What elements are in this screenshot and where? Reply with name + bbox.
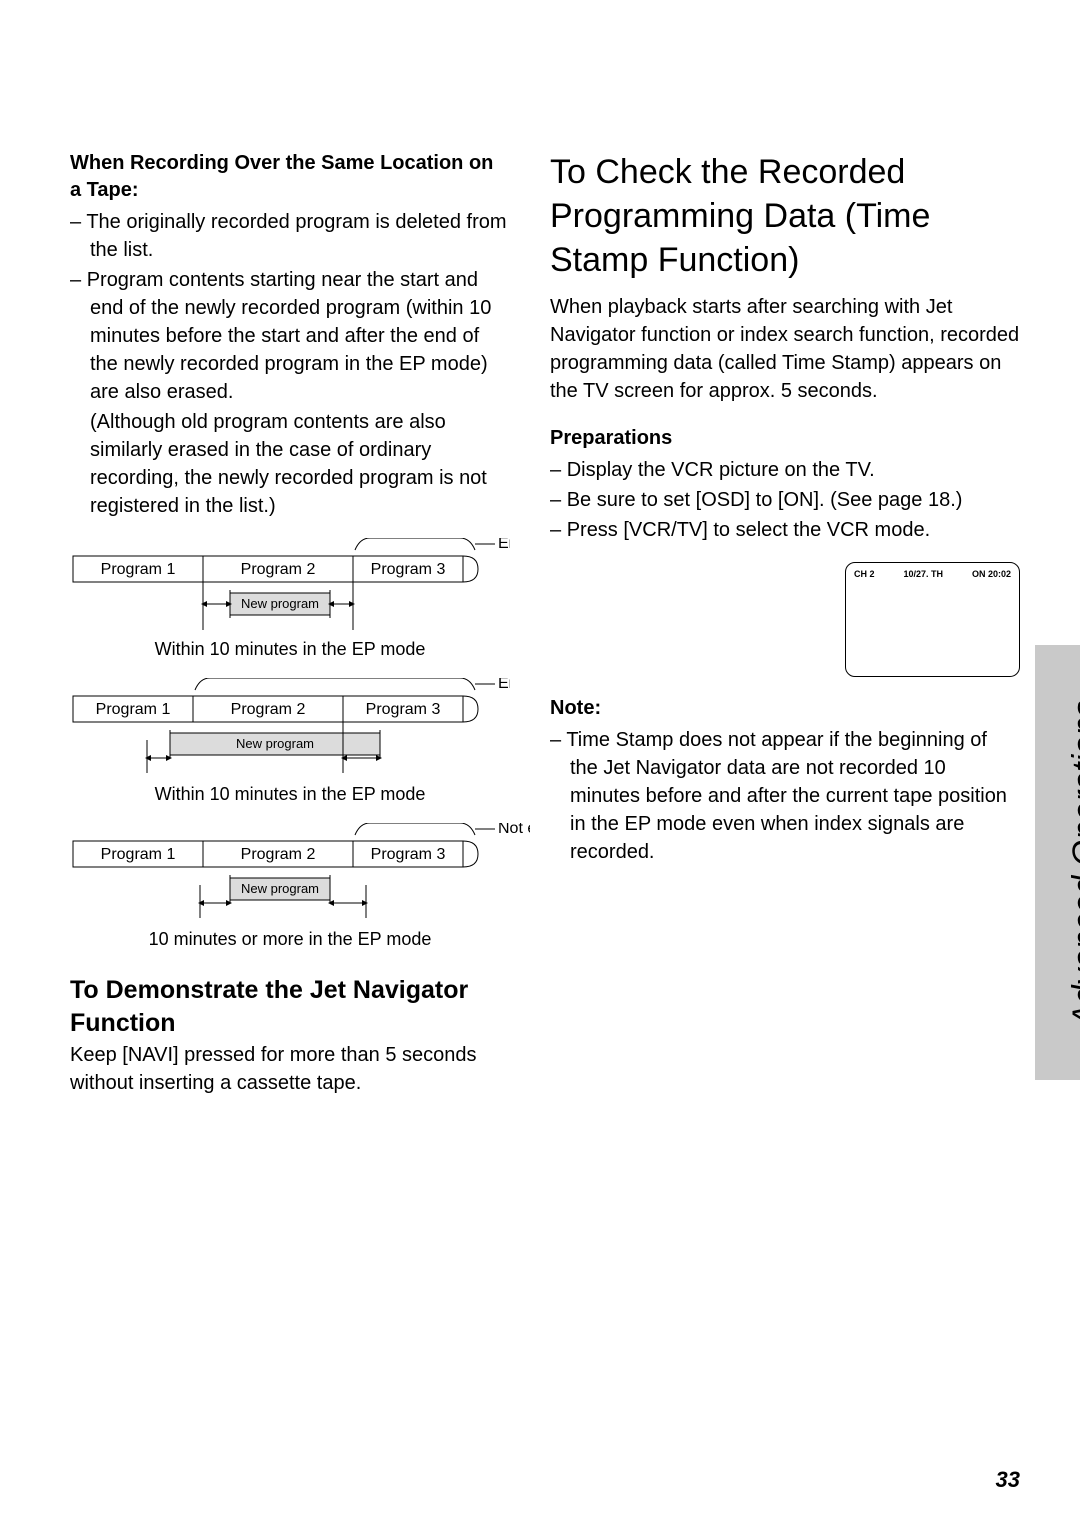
left-bullet-2: Program contents starting near the start… xyxy=(70,266,510,406)
prep-item-2: Be sure to set [OSD] to [ON]. (See page … xyxy=(550,486,1020,514)
svg-text:Program 3: Program 3 xyxy=(371,846,446,863)
left-heading: When Recording Over the Same Location on… xyxy=(70,150,510,204)
left-paren: (Although old program contents are also … xyxy=(70,408,510,520)
tv-on: ON 20:02 xyxy=(972,569,1011,670)
svg-text:Erased: Erased xyxy=(498,678,510,692)
diagram-2: Erased Program 1 Program 2 Program 3 New… xyxy=(70,678,510,805)
prep-item-1: Display the VCR picture on the TV. xyxy=(550,456,1020,484)
diagram-3-caption: 10 minutes or more in the EP mode xyxy=(70,929,510,950)
right-title: To Check the Recorded Programming Data (… xyxy=(550,150,1020,283)
svg-text:Erased: Erased xyxy=(498,538,510,552)
svg-text:Not erased: Not erased xyxy=(498,823,530,837)
tv-screen: CH 2 10/27. TH ON 20:02 xyxy=(845,562,1020,677)
svg-text:Program 1: Program 1 xyxy=(101,846,176,863)
svg-text:Program 1: Program 1 xyxy=(96,701,171,718)
svg-text:Program 2: Program 2 xyxy=(241,846,316,863)
diagram-3: Not erased Program 1 Program 2 Program 3… xyxy=(70,823,510,950)
svg-text:Program 2: Program 2 xyxy=(241,561,316,578)
right-intro: When playback starts after searching wit… xyxy=(550,293,1020,405)
tv-ch: CH 2 xyxy=(854,569,875,670)
svg-text:Program 2: Program 2 xyxy=(231,701,306,718)
tv-date: 10/27. TH xyxy=(903,569,943,670)
svg-text:Program 1: Program 1 xyxy=(101,561,176,578)
svg-text:New program: New program xyxy=(236,736,314,751)
note-item: Time Stamp does not appear if the beginn… xyxy=(550,726,1020,866)
prep-item-3: Press [VCR/TV] to select the VCR mode. xyxy=(550,516,1020,544)
page-number: 33 xyxy=(996,1467,1020,1493)
svg-text:Program 3: Program 3 xyxy=(366,701,441,718)
svg-text:New program: New program xyxy=(241,881,319,896)
svg-text:Program 3: Program 3 xyxy=(371,561,446,578)
diagram-2-caption: Within 10 minutes in the EP mode xyxy=(70,784,510,805)
note-heading: Note: xyxy=(550,695,1020,722)
diagram-1-caption: Within 10 minutes in the EP mode xyxy=(70,639,510,660)
demo-text: Keep [NAVI] pressed for more than 5 seco… xyxy=(70,1041,510,1097)
demo-heading: To Demonstrate the Jet Navigator Functio… xyxy=(70,974,510,1039)
prep-heading: Preparations xyxy=(550,425,1020,452)
left-bullet-1: The originally recorded program is delet… xyxy=(70,208,510,264)
svg-text:New program: New program xyxy=(241,596,319,611)
diagram-1: Erased Program 1 Program 2 Program 3 New… xyxy=(70,538,510,660)
sidebar-text: Advanced Operations xyxy=(1066,700,1080,1027)
